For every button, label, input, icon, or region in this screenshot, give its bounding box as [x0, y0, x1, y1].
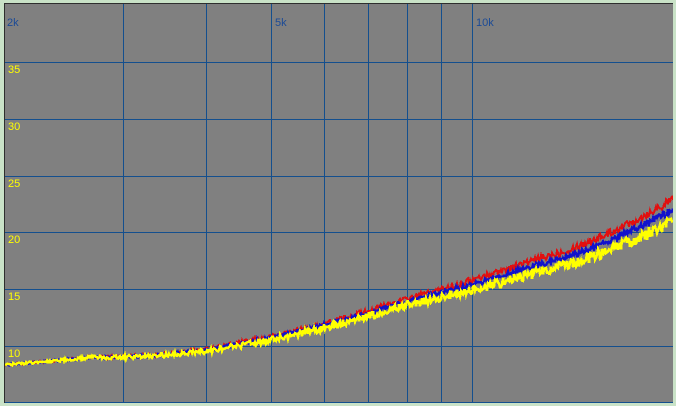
- yellow-trace: [5, 215, 673, 368]
- impedance-plot: [5, 4, 673, 403]
- plot-area: 2k 5k 10k 35 30 25 20 15 10: [4, 3, 673, 403]
- red-trace: [5, 194, 673, 367]
